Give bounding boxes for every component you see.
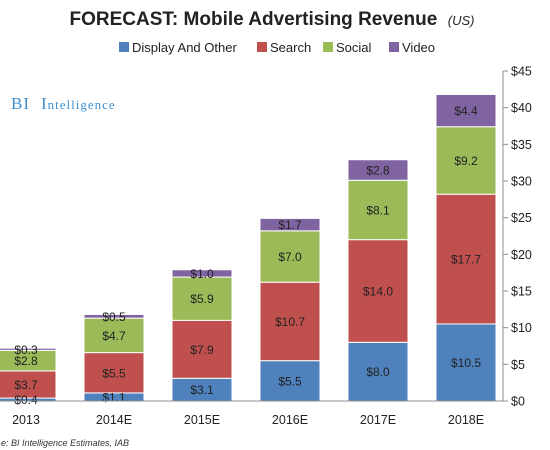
bar-social-2016e xyxy=(259,230,321,283)
y-tick-label-0: $0 xyxy=(511,395,525,409)
bar-search-2017e xyxy=(347,239,409,343)
data-label-display-and-other-2014e: $1.1 xyxy=(102,390,126,404)
x-tick-label-2013: 2013 xyxy=(12,413,40,427)
data-label-social-2013: $2.8 xyxy=(14,354,38,368)
data-label-search-2016e: $10.7 xyxy=(275,315,305,329)
data-label-social-2017e: $8.1 xyxy=(366,203,390,217)
data-label-search-2015e: $7.9 xyxy=(190,343,214,357)
y-tick-label-25: $25 xyxy=(511,211,532,225)
bar-social-2018e xyxy=(435,126,497,195)
brand-part-2-initial: I xyxy=(41,94,48,113)
y-tick-label-40: $40 xyxy=(511,101,532,115)
data-label-video-2015e: $1.0 xyxy=(190,267,214,281)
bar-video-2013 xyxy=(0,347,57,351)
x-axis: 2013 2014E 2015E 2016E 2017E 2018E xyxy=(0,400,503,427)
x-tick-label-2017e: 2017E xyxy=(360,413,396,427)
legend-swatch-video xyxy=(389,42,399,52)
data-label-social-2014e: $4.7 xyxy=(102,329,126,343)
y-tick-label-35: $35 xyxy=(511,138,532,152)
data-label-video-2016e: $1.7 xyxy=(278,218,302,232)
y-tick-label-15: $15 xyxy=(511,285,532,299)
bi-intelligence-logo: BI Intelligence xyxy=(11,94,116,113)
legend-swatch-search xyxy=(257,42,267,52)
x-tick-label-2015e: 2015E xyxy=(184,413,220,427)
data-label-video-2013: $0.3 xyxy=(14,343,38,357)
bar-video-2015e xyxy=(171,269,233,278)
legend-label-video: Video xyxy=(402,40,435,55)
chart-title: FORECAST: Mobile Advertising Revenue (US… xyxy=(70,9,475,30)
x-tick-label-2014e: 2014E xyxy=(96,413,132,427)
data-label-video-2018e: $4.4 xyxy=(454,104,478,118)
legend-swatch-display-and-other xyxy=(119,42,129,52)
y-tick-label-5: $5 xyxy=(511,358,525,372)
brand-part-1: BI xyxy=(11,94,30,113)
y-tick-label-45: $45 xyxy=(511,65,532,79)
data-label-search-2017e: $14.0 xyxy=(363,285,393,299)
bar-video-2017e xyxy=(347,159,409,181)
y-tick-label-30: $30 xyxy=(511,175,532,189)
data-label-display-and-other-2016e: $5.5 xyxy=(278,374,302,388)
data-label-search-2018e: $17.7 xyxy=(451,253,481,267)
bar-social-2014e xyxy=(83,317,145,354)
legend-label-display-and-other: Display And Other xyxy=(132,40,237,55)
bar-search-2015e xyxy=(171,319,233,379)
bar-video-2016e xyxy=(259,217,321,232)
data-label-display-and-other-2018e: $10.5 xyxy=(451,356,481,370)
bar-search-2016e xyxy=(259,281,321,362)
data-label-video-2014e: $0.5 xyxy=(102,310,126,324)
data-label-social-2018e: $9.2 xyxy=(454,154,478,168)
y-tick-label-10: $10 xyxy=(511,321,532,335)
x-tick-label-2016e: 2016E xyxy=(272,413,308,427)
chart-title-suffix: (US) xyxy=(448,13,475,28)
data-label-display-and-other-2013: $0.4 xyxy=(14,393,38,407)
brand-part-2-rest: ntelligence xyxy=(48,97,116,112)
bar-area: $0.4$3.7$2.8$0.3$1.1$5.5$4.7$0.5$3.1$7.9… xyxy=(0,93,497,407)
bar-social-2015e xyxy=(171,276,233,321)
y-axis: $0 $5 $10 $15 $20 $25 $30 $35 $40 $45 xyxy=(502,65,532,409)
data-label-search-2014e: $5.5 xyxy=(102,366,126,380)
bar-video-2018e xyxy=(435,93,497,128)
chart-title-main: FORECAST: Mobile Advertising Revenue xyxy=(70,9,438,30)
data-label-display-and-other-2015e: $3.1 xyxy=(190,383,214,397)
legend-swatch-social xyxy=(323,42,333,52)
x-tick-label-2018e: 2018E xyxy=(448,413,484,427)
legend-label-social: Social xyxy=(336,40,372,55)
legend-label-search: Search xyxy=(270,40,311,55)
data-label-video-2017e: $2.8 xyxy=(366,164,390,178)
data-label-social-2016e: $7.0 xyxy=(278,250,302,264)
y-tick-label-20: $20 xyxy=(511,248,532,262)
data-label-display-and-other-2017e: $8.0 xyxy=(366,365,390,379)
legend: Display And Other Search Social Video xyxy=(119,40,435,55)
data-label-search-2013: $3.7 xyxy=(14,378,38,392)
bar-search-2013 xyxy=(0,370,57,399)
bar-video-2014e xyxy=(83,313,145,319)
bar-display-and-other-2016e xyxy=(259,360,321,402)
source-note: e: BI Intelligence Estimates, IAB xyxy=(1,438,129,448)
data-label-social-2015e: $5.9 xyxy=(190,292,214,306)
bar-search-2018e xyxy=(435,193,497,325)
